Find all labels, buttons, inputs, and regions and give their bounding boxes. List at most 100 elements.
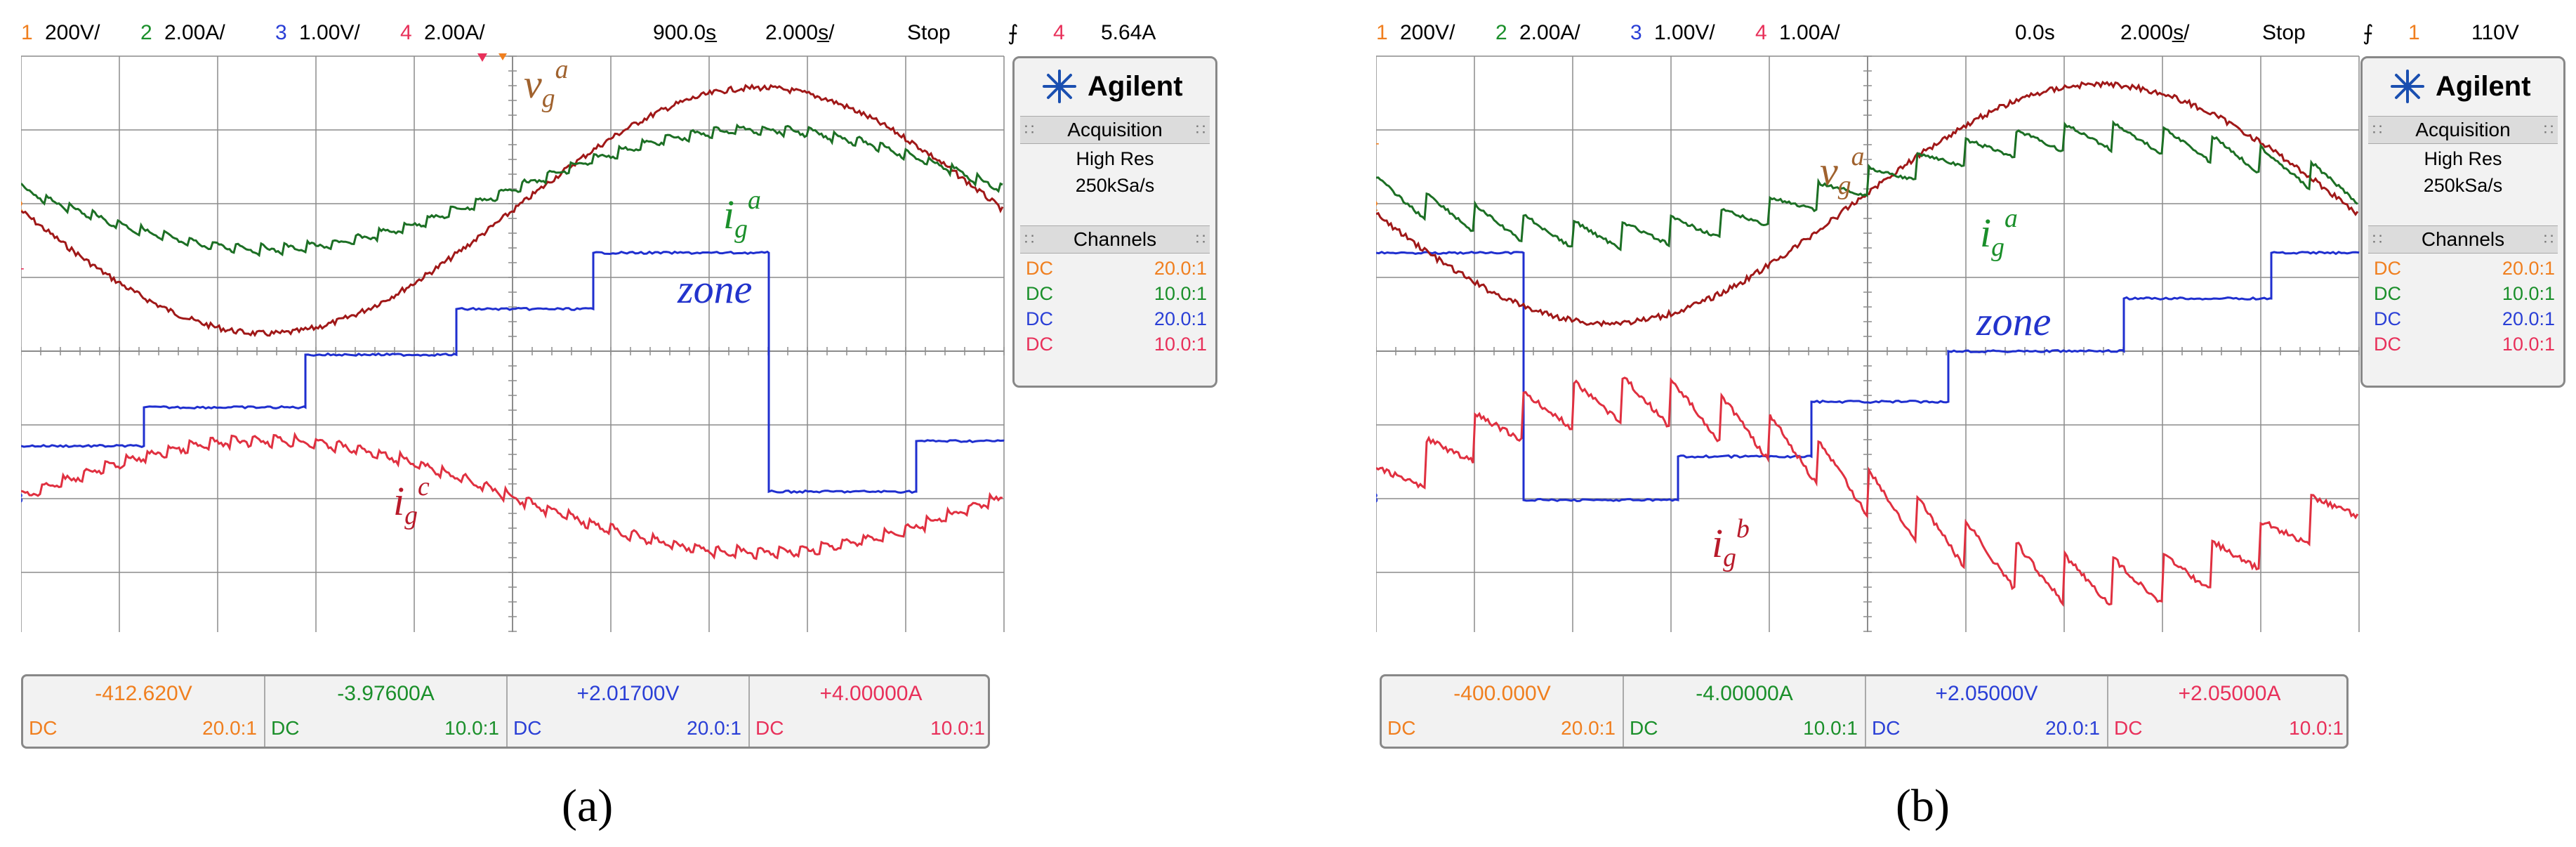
ch1-ground-marker[interactable]: 2 — [21, 199, 23, 214]
ch1-number[interactable]: 1 — [1376, 21, 1388, 44]
grip-icon: ∷ — [2372, 230, 2382, 248]
ch2-number[interactable]: 2 — [140, 21, 152, 44]
ch1-scale[interactable]: 200V/ — [45, 21, 100, 44]
grip-icon: ∷ — [1196, 230, 1206, 248]
trigger-channel[interactable]: 4 — [1053, 21, 1065, 44]
channel-row-2[interactable]: DC 10.0:1 — [1026, 283, 1207, 304]
measurement-ch4[interactable]: +4.00000A DC 10.0:1 — [755, 682, 985, 739]
ch4-scale[interactable]: 2.00A/ — [424, 21, 485, 44]
run-state[interactable]: Stop — [2262, 21, 2306, 44]
label-ig-b: igb — [1712, 513, 1750, 573]
trigger-level[interactable]: 110V — [2471, 21, 2519, 44]
ch2-scale[interactable]: 2.00A/ — [164, 21, 225, 44]
grip-icon: ∷ — [2544, 121, 2554, 138]
scope-b-side-panel: Agilent ∷ Acquisition ∷ High Res 250kSa/… — [2360, 56, 2565, 388]
grip-icon: ∷ — [1024, 230, 1034, 248]
trigger-edge-icon: ⨍ — [2363, 22, 2374, 45]
scope-b-display[interactable]: T 2 3 — [1376, 0, 2373, 632]
measurement-ch4[interactable]: +2.05000A DC 10.0:1 — [2114, 682, 2344, 739]
ch1-ground-marker[interactable]: 2 — [1376, 199, 1378, 214]
ch3-number[interactable]: 3 — [1630, 21, 1642, 44]
grip-icon: ∷ — [1196, 121, 1206, 138]
ch4-number[interactable]: 4 — [400, 21, 412, 44]
ig-a-trace — [1376, 119, 2358, 251]
brand-name: Agilent — [2436, 71, 2531, 102]
ch2-number[interactable]: 2 — [1495, 21, 1507, 44]
ch3-scale[interactable]: 1.00V/ — [1654, 21, 1715, 44]
measurement-ch3[interactable]: +2.01700V DC 20.0:1 — [508, 676, 750, 747]
graticule — [21, 55, 1005, 632]
ch3-ground-marker[interactable]: 3 — [1376, 491, 1378, 506]
measurement-ch1[interactable]: -400.000V DC 20.0:1 — [1382, 676, 1624, 747]
scope-b-topbar: 1 200V/ 2 2.00A/ 3 1.00V/ 4 1.00A/ 0.0s … — [1376, 0, 2576, 51]
trigger-channel[interactable]: 1 — [2408, 21, 2420, 44]
label-ig-c: igc — [393, 471, 430, 531]
measurement-ch2[interactable]: -4.00000A DC 10.0:1 — [1624, 676, 1866, 747]
scope-a-measurement-bar: -412.620V DC 20.0:1 -3.97600A DC 10.0:1 … — [21, 674, 990, 749]
label-vg-a: vga — [524, 54, 569, 114]
measurement-ch2[interactable]: -3.97600A DC 10.0:1 — [265, 676, 508, 747]
acquisition-mode: High Res — [2424, 148, 2502, 169]
graticule — [1376, 55, 2360, 632]
ig-b-trace — [1376, 376, 2359, 608]
label-ig-a: iga — [723, 185, 761, 244]
channel-row-4[interactable]: DC 10.0:1 — [2374, 334, 2555, 355]
channel-row-3[interactable]: DC 20.0:1 — [1026, 308, 1207, 329]
ch2-scale[interactable]: 2.00A/ — [1519, 21, 1580, 44]
sample-rate: 250kSa/s — [2423, 175, 2503, 196]
zone-trace — [21, 250, 1005, 494]
acquisition-header[interactable]: ∷ Acquisition ∷ — [2368, 116, 2558, 144]
label-ig-a: iga — [1980, 203, 2018, 263]
grip-icon: ∷ — [1024, 121, 1034, 138]
channel-row-1[interactable]: DC 20.0:1 — [2374, 258, 2555, 279]
grip-icon: ∷ — [2372, 121, 2382, 138]
channel-row-4[interactable]: DC 10.0:1 — [1026, 334, 1207, 355]
scope-b: 1 200V/ 2 2.00A/ 3 1.00V/ 4 1.00A/ 0.0s … — [1376, 0, 2576, 751]
channels-header[interactable]: ∷ Channels ∷ — [1020, 225, 1210, 254]
horizontal-delay[interactable]: 0.0s — [2015, 21, 2055, 44]
trigger-position-marker[interactable] — [477, 53, 487, 62]
trigger-level-marker[interactable]: T — [1376, 141, 1379, 157]
ch4-number[interactable]: 4 — [1755, 21, 1767, 44]
trigger-level[interactable]: 5.64A — [1101, 21, 1156, 44]
scope-a-topbar: 1 200V/ 2 2.00A/ 3 1.00V/ 4 2.00A/ 900.0… — [21, 0, 1243, 51]
ch3-ground-marker[interactable]: 3 — [21, 491, 23, 506]
brand-name: Agilent — [1088, 71, 1183, 102]
timebase[interactable]: 2.000s̲/ — [2120, 21, 2190, 44]
ch3-scale[interactable]: 1.00V/ — [299, 21, 360, 44]
ch1-number[interactable]: 1 — [21, 21, 33, 44]
channel-row-1[interactable]: DC 20.0:1 — [1026, 258, 1207, 279]
label-vg-a: vga — [1820, 141, 1865, 201]
scope-b-measurement-bar: -400.000V DC 20.0:1 -4.00000A DC 10.0:1 … — [1380, 674, 2349, 749]
measurement-ch1[interactable]: -412.620V DC 20.0:1 — [23, 676, 265, 747]
horizontal-delay[interactable]: 900.0s̲ — [653, 21, 717, 44]
acquisition-mode: High Res — [1076, 148, 1154, 169]
trigger-level-marker[interactable]: T — [21, 266, 24, 282]
measurement-ch3[interactable]: +2.05000V DC 20.0:1 — [1866, 676, 2108, 747]
trigger-edge-icon: ⨍ — [1008, 22, 1019, 45]
run-state[interactable]: Stop — [907, 21, 951, 44]
grip-icon: ∷ — [2544, 230, 2554, 248]
zone-trace — [1376, 251, 2360, 503]
caption-b: (b) — [1896, 780, 1950, 832]
brand: Agilent — [1015, 58, 1215, 114]
vg-a-trace — [21, 83, 1004, 338]
acquisition-header[interactable]: ∷ Acquisition ∷ — [1020, 116, 1210, 144]
channel-row-3[interactable]: DC 20.0:1 — [2374, 308, 2555, 329]
label-zone: zone — [1976, 298, 2052, 344]
scope-a: 1 200V/ 2 2.00A/ 3 1.00V/ 4 2.00A/ 900.0… — [21, 0, 1243, 751]
scope-a-side-panel: Agilent ∷ Acquisition ∷ High Res 250kSa/… — [1012, 56, 1217, 388]
ch1-scale[interactable]: 200V/ — [1400, 21, 1455, 44]
ch3-number[interactable]: 3 — [275, 21, 287, 44]
ig-c-trace — [21, 431, 1003, 560]
ch4-scale[interactable]: 1.00A/ — [1779, 21, 1840, 44]
agilent-logo-icon — [2391, 70, 2424, 103]
brand: Agilent — [2363, 58, 2563, 114]
caption-a: (a) — [562, 780, 614, 832]
timebase[interactable]: 2.000s̲/ — [765, 21, 835, 44]
time-reference-marker[interactable] — [498, 53, 507, 60]
scope-a-display[interactable]: 2 T 3 — [21, 0, 1018, 632]
agilent-logo-icon — [1043, 70, 1076, 103]
channels-header[interactable]: ∷ Channels ∷ — [2368, 225, 2558, 254]
channel-row-2[interactable]: DC 10.0:1 — [2374, 283, 2555, 304]
